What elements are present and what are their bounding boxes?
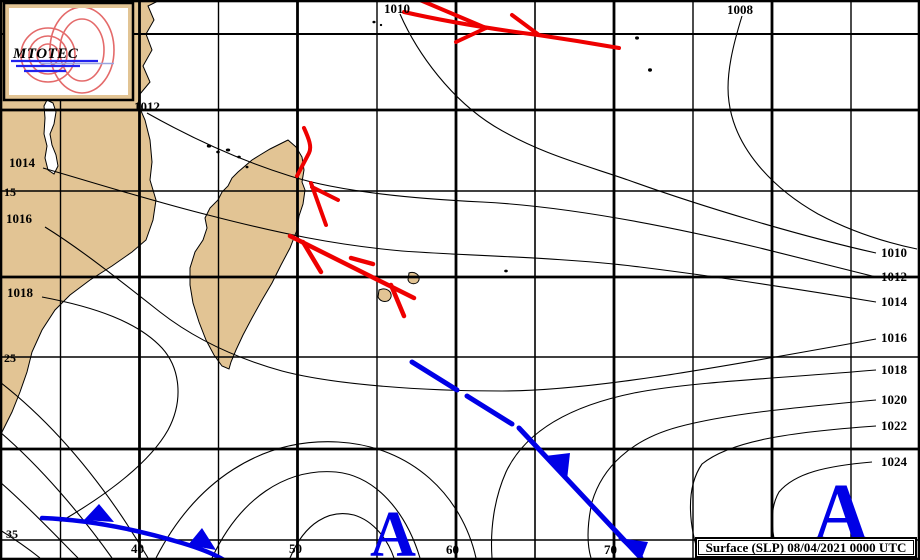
- logo-ring: [59, 18, 105, 82]
- cold-front-pip: [545, 453, 570, 480]
- latitude-label-15s: 15: [4, 185, 16, 199]
- longitude-label-60e: 60: [446, 542, 459, 557]
- logo-box: MTOTEC: [2, 1, 135, 102]
- island-specks: [206, 20, 652, 273]
- isobar-1016: [44, 226, 877, 392]
- cold-front-southwest: [39, 504, 227, 560]
- logo-water-lines: [11, 59, 98, 73]
- lake-malawi: [43, 99, 59, 175]
- isobar-label-1014-left: 1014: [9, 155, 35, 170]
- isobar-sw-4: [0, 529, 41, 559]
- longitude-label-40e: 40: [131, 541, 144, 556]
- isobar-label-1022-right: 1022: [881, 418, 907, 433]
- isobar-label-1012-upperleft: 1012: [134, 99, 160, 114]
- isobar-ridge-mid: [211, 471, 421, 559]
- isobar-1012: [146, 112, 877, 278]
- cold-front-pip: [188, 528, 216, 550]
- isobar-label-1012-right: 1012: [881, 269, 907, 284]
- isobar-label-1010-top: 1010: [384, 1, 410, 16]
- red-trough-north: [402, 0, 621, 50]
- cold-front-central: [409, 359, 648, 560]
- isobar-1008: [727, 15, 918, 250]
- latitude-label-25s: 25: [4, 351, 16, 365]
- isobar-1020: [587, 399, 877, 559]
- isobar-label-1016-right: 1016: [881, 330, 907, 345]
- logo-ring: [49, 8, 115, 94]
- isobar-ridge-inner: [289, 513, 395, 559]
- caption-text: Surface (SLP) 08/04/2021 0000 UTC: [698, 540, 914, 555]
- isobar-label-1024-right: 1024: [881, 454, 907, 469]
- isobar-label-1016-left: 1016: [6, 211, 32, 226]
- latitude-label-35s: 35: [6, 527, 18, 541]
- red-trough-mascarene: [287, 233, 417, 319]
- isobar-label-1014-right: 1014: [881, 294, 907, 309]
- isobar-1018-west: [41, 296, 179, 523]
- red-trough-madagascar: [295, 126, 340, 227]
- isobar-sw-3: [0, 481, 79, 559]
- isobars: [0, 13, 918, 559]
- cold-front-pip: [618, 538, 648, 560]
- logo-ring: [20, 27, 76, 83]
- isobar-1018-east: [490, 369, 877, 559]
- isobar-1022: [689, 425, 877, 559]
- caption-box: Surface (SLP) 08/04/2021 0000 UTC: [695, 537, 917, 558]
- cold-front-pip: [84, 504, 114, 522]
- isobar-1010: [399, 13, 877, 254]
- isobar-label-1020-right: 1020: [881, 392, 907, 407]
- isobar-label-1018-left: 1018: [7, 285, 33, 300]
- longitude-label-70e: 70: [604, 542, 617, 557]
- isobar-ridge-outer: [155, 441, 477, 559]
- high-symbol-west: A: [370, 498, 416, 560]
- isobar-sw-2: [0, 431, 113, 559]
- longitude-label-50e: 50: [289, 541, 302, 556]
- isobar-1024: [771, 461, 873, 559]
- isobar-label-1008-top: 1008: [727, 2, 753, 17]
- reunion-island: [377, 288, 392, 302]
- logo-text: MTOTEC: [12, 46, 79, 62]
- isobar-1014: [42, 167, 877, 303]
- isobar-label-1010-right: 1010: [881, 245, 907, 260]
- logo-ring: [28, 35, 68, 75]
- isobar-label-1018-right: 1018: [881, 362, 907, 377]
